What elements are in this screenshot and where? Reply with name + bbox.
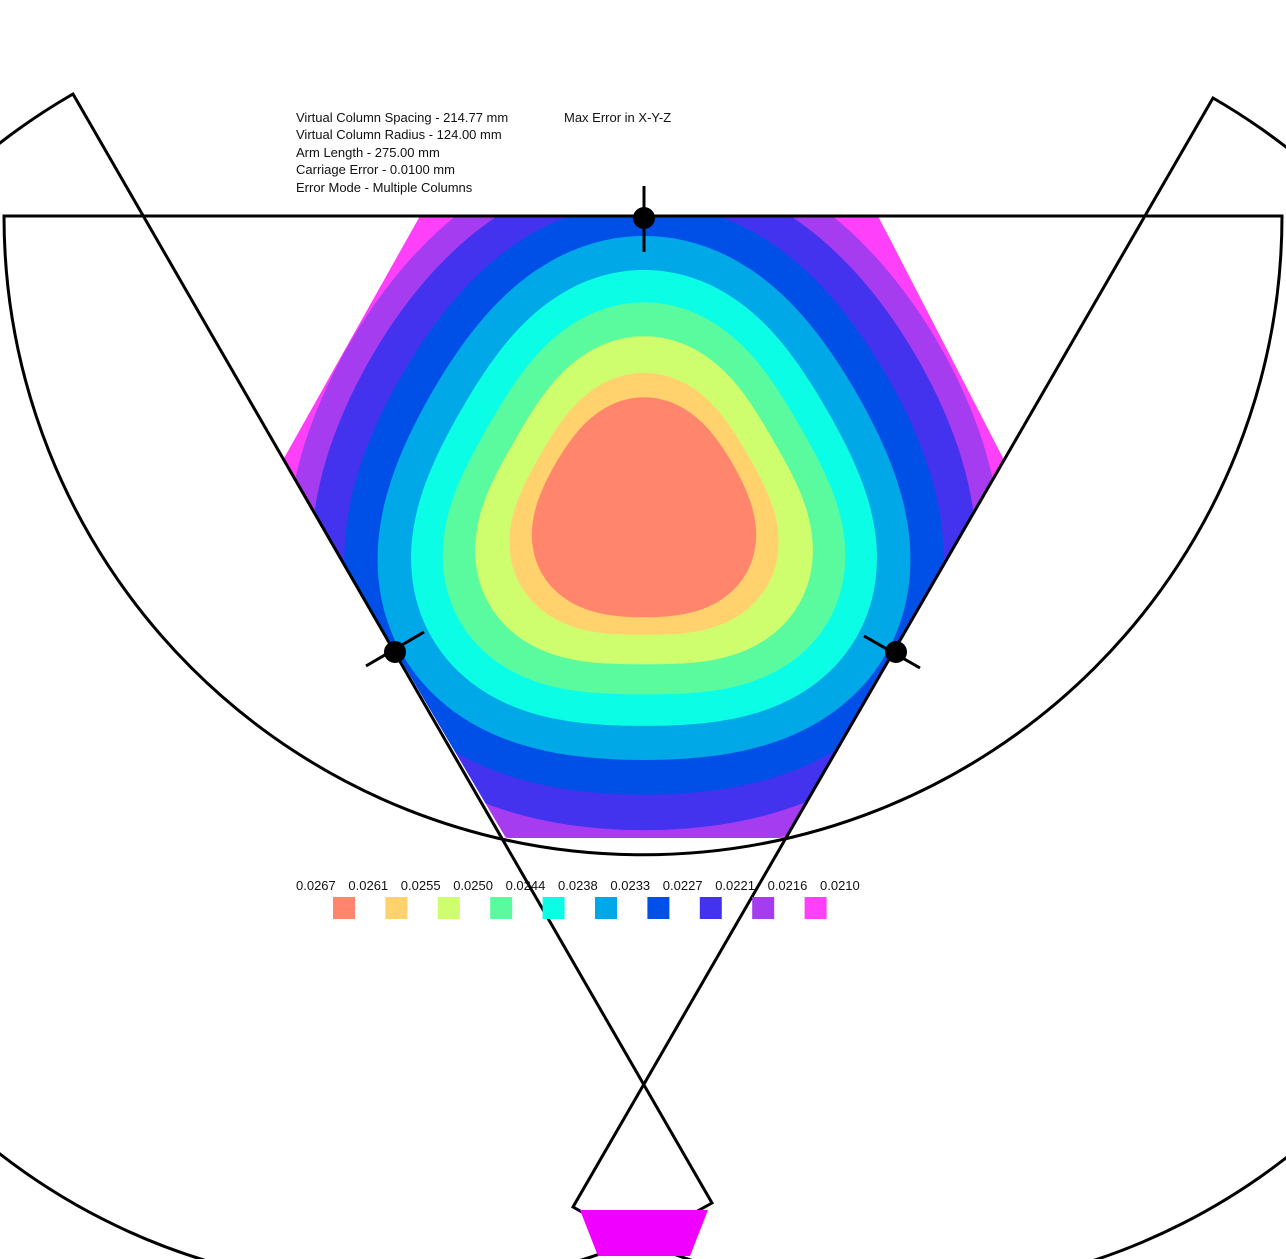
legend-swatch <box>699 897 722 919</box>
legend-label: 0.0244 <box>506 878 546 893</box>
column-radius-text: Virtual Column Radius - 124.00 mm <box>296 127 502 142</box>
legend-label: 0.0261 <box>348 878 388 893</box>
reach-arc-top <box>2 214 1284 857</box>
info-panel: Virtual Column Spacing - 214.77 mm Virtu… <box>296 110 671 195</box>
legend-label: 0.0210 <box>820 878 860 893</box>
column-marker-left <box>365 630 425 668</box>
carriage-error-text: Carriage Error - 0.0100 mm <box>296 162 455 177</box>
legend-label: 0.0233 <box>610 878 650 893</box>
legend-label: 0.0227 <box>663 878 703 893</box>
legend-label: 0.0221 <box>715 878 755 893</box>
column-marker-icon <box>384 641 406 663</box>
error-contour-map <box>283 216 1004 838</box>
legend-label: 0.0255 <box>401 878 441 893</box>
contour-band <box>531 397 757 618</box>
error-mode-text: Error Mode - Multiple Columns <box>296 180 473 195</box>
bottom-error-patch <box>580 1210 708 1256</box>
legend-swatch <box>647 897 670 919</box>
legend-swatch <box>385 897 408 919</box>
column-marker-icon <box>885 641 907 663</box>
color-legend: 0.0267 0.0261 0.0255 0.0250 0.0244 0.0238 0.02… <box>296 878 860 919</box>
legend-swatch <box>490 897 513 919</box>
arm-length-text: Arm Length - 275.00 mm <box>296 145 440 160</box>
legend-swatch <box>437 897 460 919</box>
legend-swatch <box>333 897 355 919</box>
reach-outlines <box>0 91 1286 1259</box>
legend-label: 0.0238 <box>558 878 598 893</box>
column-marker-top <box>633 186 655 252</box>
legend-label: 0.0250 <box>453 878 493 893</box>
error-metric-text: Max Error in X-Y-Z <box>564 110 671 125</box>
legend-label: 0.0267 <box>296 878 336 893</box>
legend-swatch <box>804 897 827 919</box>
column-spacing-text: Virtual Column Spacing - 214.77 mm <box>296 110 508 125</box>
column-marker-icon <box>633 207 655 229</box>
legend-swatch <box>542 897 565 919</box>
legend-swatch <box>752 897 775 919</box>
column-marker-right <box>863 634 921 670</box>
legend-label: 0.0216 <box>768 878 808 893</box>
legend-swatch <box>595 897 617 919</box>
